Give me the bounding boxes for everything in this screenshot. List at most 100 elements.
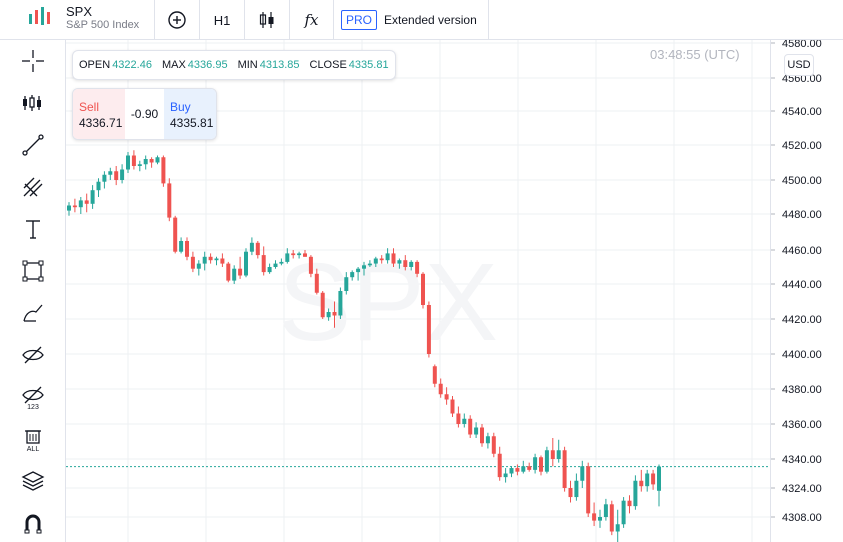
candle-body: [603, 504, 608, 517]
candle-body: [503, 473, 508, 478]
candle-body: [285, 253, 290, 262]
candle-body: [362, 265, 366, 269]
hide-indicators-tool[interactable]: 123: [0, 376, 66, 418]
sell-price: 4336.71: [79, 116, 123, 130]
ohlc-legend: OPEN 4322.46 MAX 4336.95 MIN 4313.85 CLO…: [72, 50, 396, 80]
symbol-selector[interactable]: SPX S&P 500 Index: [0, 0, 155, 40]
candle-body: [102, 174, 107, 182]
text-tool[interactable]: [0, 208, 66, 250]
candles-logo-icon: [29, 7, 50, 25]
close-label: CLOSE: [309, 59, 347, 71]
candle-body: [568, 488, 573, 498]
candle-body: [238, 268, 243, 276]
candles-type-icon: [259, 12, 274, 28]
candle-body: [291, 253, 296, 256]
candle-body: [432, 366, 437, 384]
candle-body: [249, 242, 254, 252]
price-tick-label: 4520.00: [782, 140, 822, 152]
candle-body: [468, 418, 473, 435]
candle-body: [143, 159, 148, 165]
spread-value: -0.90: [130, 107, 159, 121]
candle-body: [527, 466, 532, 470]
candle-body: [161, 157, 166, 184]
indicators-button[interactable]: fx: [290, 0, 334, 40]
magnet-tool[interactable]: [0, 502, 66, 542]
rectangle-tool[interactable]: [0, 250, 66, 292]
crosshair-icon: [22, 50, 44, 72]
trend-line-icon: [22, 134, 44, 156]
price-tick-label: 4440.00: [782, 279, 822, 291]
pitchfork-icon: [23, 177, 43, 197]
drawing-toolbar: 123 ALL: [0, 40, 66, 542]
candle-body: [497, 453, 502, 478]
candle-body: [621, 500, 626, 525]
candle-body: [373, 258, 378, 264]
crosshair-tool[interactable]: [0, 40, 66, 82]
buy-button[interactable]: Buy 4335.81: [164, 89, 216, 139]
symbol-description: S&P 500 Index: [66, 19, 140, 31]
candle-body: [179, 241, 184, 252]
candle-body: [633, 480, 638, 507]
candle-body: [320, 292, 325, 318]
price-tick-label: 4324.00: [782, 483, 822, 495]
candle-body: [444, 394, 449, 400]
candle-body: [108, 171, 113, 175]
currency-button[interactable]: USD: [784, 54, 814, 76]
candle-body: [356, 268, 361, 273]
svg-text:ALL: ALL: [27, 446, 40, 452]
candle-body: [120, 169, 125, 180]
candle-body: [421, 273, 425, 305]
candle-body: [332, 312, 337, 316]
server-time: 03:48:55 (UTC): [650, 47, 740, 62]
candle-body: [556, 450, 561, 459]
hide-drawings-tool[interactable]: [0, 334, 66, 376]
candle-body: [350, 272, 355, 278]
candle-body: [609, 504, 614, 532]
price-axis-labels: 4580.00 4560.00 4540.00 4520.00 4500.00 4480.…: [771, 40, 822, 524]
candle-body: [657, 466, 661, 491]
open-label: OPEN: [79, 59, 111, 71]
hide-indicators-icon: 123: [22, 386, 44, 410]
price-tick-label: 4560.00: [782, 73, 822, 85]
sell-button[interactable]: Sell 4336.71: [73, 89, 125, 139]
candle-body: [533, 457, 538, 470]
candle-body: [550, 450, 555, 459]
chart-pane[interactable]: SPX: [66, 40, 770, 542]
candle-body: [261, 255, 266, 273]
candle-body: [244, 251, 248, 276]
pitchfork-tool[interactable]: [0, 166, 66, 208]
text-tool-icon: [26, 220, 40, 239]
candle-body: [409, 261, 414, 267]
candlestick-chart[interactable]: SPX: [66, 40, 770, 542]
candle-body: [214, 258, 219, 261]
layers-tool[interactable]: [0, 460, 66, 502]
candle-body: [226, 263, 231, 281]
buy-price: 4335.81: [170, 116, 214, 130]
interval-button[interactable]: H1: [200, 0, 245, 40]
close-value: 4335.81: [348, 59, 389, 71]
max-value: 4336.95: [187, 59, 228, 71]
candle-body: [255, 242, 260, 256]
candle-body: [303, 253, 307, 257]
layers-icon: [21, 471, 45, 491]
pro-badge: PRO: [341, 10, 378, 30]
candle-body: [521, 466, 526, 472]
price-tick-label: 4340.00: [782, 454, 822, 466]
candle-body: [190, 256, 195, 269]
extended-version-button[interactable]: PRO Extended version: [334, 0, 489, 40]
chart-type-button[interactable]: [245, 0, 290, 40]
candle-body: [385, 253, 390, 261]
compare-symbol-button[interactable]: [155, 0, 200, 40]
candle-body: [185, 241, 189, 257]
trend-line-tool[interactable]: [0, 124, 66, 166]
trade-panel: Sell 4336.71 -0.90 Buy 4335.81: [72, 88, 217, 140]
remove-all-tool[interactable]: ALL: [0, 418, 66, 460]
candle-body: [279, 261, 284, 264]
brush-tool[interactable]: [0, 292, 66, 334]
candle-body: [314, 273, 319, 293]
price-tick-label: 4380.00: [782, 384, 822, 396]
plus-circle-icon: [168, 11, 186, 29]
indicators-list-tool[interactable]: [0, 82, 66, 124]
candle-body: [397, 260, 402, 264]
price-axis[interactable]: 4580.00 4560.00 4540.00 4520.00 4500.00 4480.…: [770, 40, 843, 542]
